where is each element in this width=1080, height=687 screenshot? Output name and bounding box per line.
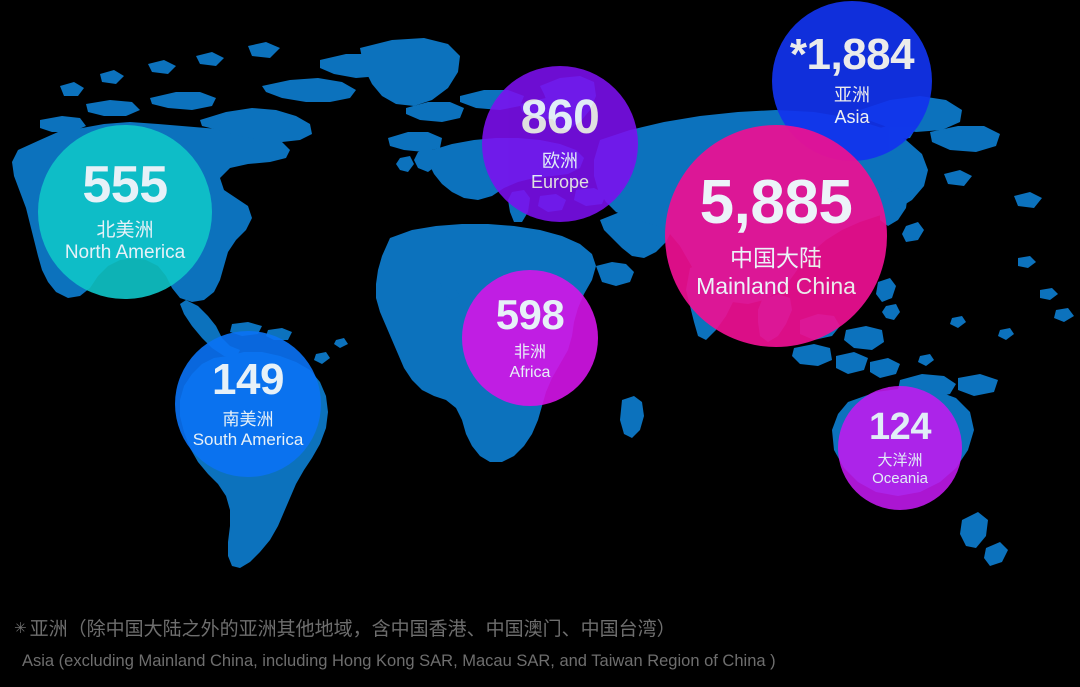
bubble-value: 124 xyxy=(869,405,931,448)
bubble-name-cn: 亚洲 xyxy=(834,85,870,106)
bubble-name-en: Europe xyxy=(530,172,590,193)
bubble-name-en: Africa xyxy=(509,363,551,381)
bubble-value: 149 xyxy=(212,354,284,404)
footnote-line-cn: ✳ 亚洲（除中国大陆之外的亚洲其他地域，含中国香港、中国澳门、中国台湾） xyxy=(14,600,1080,643)
bubble-name-en: South America xyxy=(192,429,304,449)
bubble-north-america[interactable]: 555 北美洲 North America xyxy=(38,125,212,299)
bubble-name-en: North America xyxy=(64,242,186,264)
bubble-south-america[interactable]: 149 南美洲 South America xyxy=(175,331,321,477)
bubble-name-cn: 南美洲 xyxy=(222,409,274,429)
footnote: ✳ 亚洲（除中国大陆之外的亚洲其他地域，含中国香港、中国澳门、中国台湾） Asia… xyxy=(0,600,1080,687)
bubble-name-cn: 北美洲 xyxy=(96,219,154,241)
bubble-value: 860 xyxy=(520,90,600,144)
bubble-name-cn: 中国大陆 xyxy=(730,244,822,271)
bubble-name-en: Oceania xyxy=(872,470,928,488)
asterisk-icon: ✳ xyxy=(14,620,27,637)
bubble-name-cn: 大洋洲 xyxy=(877,451,923,469)
bubble-name-en: Mainland China xyxy=(696,272,856,299)
bubble-name-cn: 欧洲 xyxy=(542,150,578,171)
bubble-value: *1,884 xyxy=(789,30,915,80)
bubble-name-en: Asia xyxy=(834,106,870,127)
region-bubbles: 555 北美洲 North America 149 南美洲 South Amer… xyxy=(38,1,962,510)
bubble-value: 555 xyxy=(82,155,168,214)
bubble-europe[interactable]: 860 欧洲 Europe xyxy=(482,66,638,222)
bubble-mainland-china[interactable]: 5,885 中国大陆 Mainland China xyxy=(665,125,887,347)
footnote-text-cn: 亚洲（除中国大陆之外的亚洲其他地域，含中国香港、中国澳门、中国台湾） xyxy=(29,619,676,640)
bubble-africa[interactable]: 598 非洲 Africa xyxy=(462,270,598,406)
bubble-oceania[interactable]: 124 大洋洲 Oceania xyxy=(838,386,962,510)
footnote-line-en: Asia (excluding Mainland China, includin… xyxy=(22,652,776,670)
bubble-name-cn: 非洲 xyxy=(513,343,546,361)
bubble-value: 598 xyxy=(495,290,565,338)
bubble-value: 5,885 xyxy=(699,167,853,237)
